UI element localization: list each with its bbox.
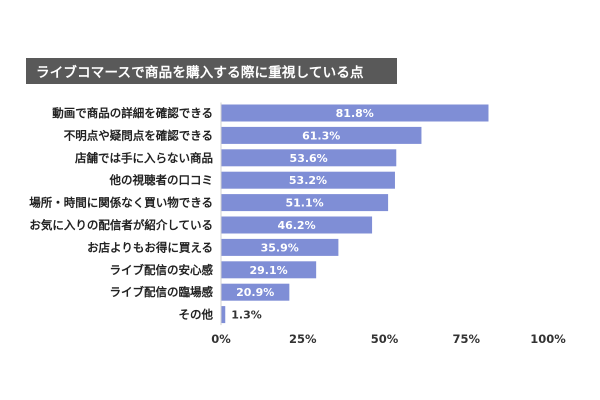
- value-label: 51.1%: [285, 197, 323, 210]
- x-tick-label: 100%: [530, 332, 566, 346]
- category-label: お店よりもお得に買える: [87, 240, 213, 254]
- bar: [221, 126, 422, 144]
- x-tick-label: 0%: [211, 332, 231, 346]
- bar: [221, 171, 395, 189]
- category-label: ライブ配信の臨場感: [110, 285, 214, 299]
- category-label: 他の視聴者の口コミ: [109, 173, 214, 187]
- value-label: 61.3%: [302, 129, 340, 142]
- value-label: 53.2%: [289, 174, 327, 187]
- bar: [221, 149, 397, 167]
- value-label: 1.3%: [231, 309, 262, 322]
- category-label: 不明点や疑問点を確認できる: [64, 128, 213, 142]
- value-label: 35.9%: [261, 241, 299, 254]
- x-tick-label: 75%: [452, 332, 480, 346]
- chart-title: ライブコマースで商品を購入する際に重視している点: [36, 65, 364, 81]
- bar: [221, 306, 226, 324]
- x-tick-label: 25%: [289, 332, 317, 346]
- category-label: その他: [179, 308, 214, 322]
- category-label: ライブ配信の安心感: [110, 263, 214, 277]
- x-tick-label: 50%: [371, 332, 399, 346]
- bar: [221, 194, 389, 212]
- category-label: お気に入りの配信者が紹介している: [29, 218, 213, 232]
- value-label: 29.1%: [249, 264, 287, 277]
- bar: [221, 216, 373, 234]
- bar: [221, 261, 317, 279]
- category-label: 動画で商品の詳細を確認できる: [52, 106, 213, 120]
- value-label: 20.9%: [236, 286, 274, 299]
- chart-title-bar: ライブコマースで商品を購入する際に重視している点: [26, 58, 397, 84]
- value-label: 46.2%: [277, 219, 315, 232]
- category-label: 場所・時間に関係なく買い物できる: [29, 196, 213, 210]
- bar: [221, 238, 339, 256]
- category-label: 店舗では手に入らない商品: [75, 151, 213, 165]
- value-label: 81.8%: [336, 107, 374, 120]
- bar: [221, 104, 489, 122]
- bar: [221, 283, 290, 301]
- value-label: 53.6%: [290, 152, 328, 165]
